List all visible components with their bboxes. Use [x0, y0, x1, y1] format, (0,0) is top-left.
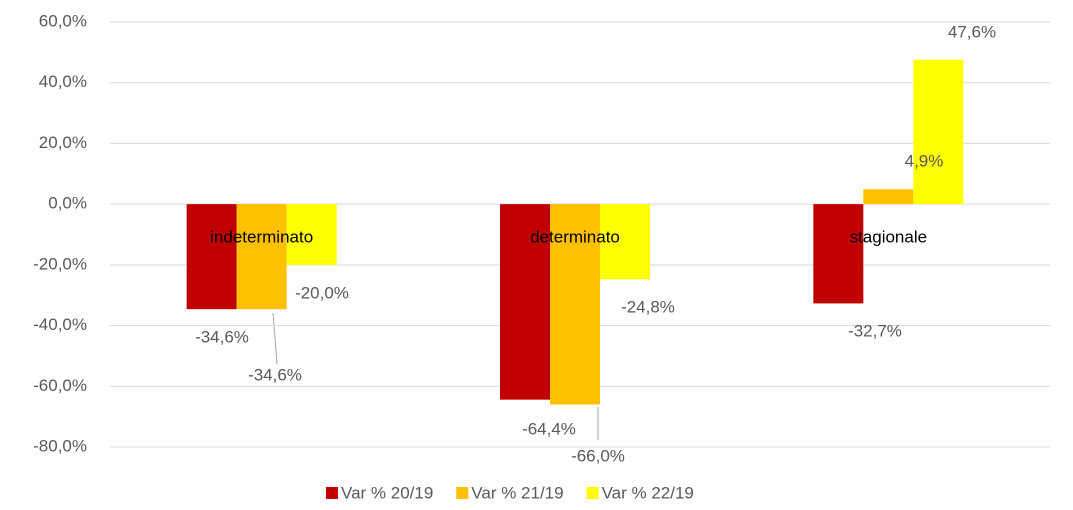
category-label: stagionale — [850, 228, 928, 247]
y-tick-label: 0,0% — [48, 194, 87, 213]
bar — [186, 204, 237, 310]
data-label: -32,7% — [848, 321, 902, 340]
legend-label: Var % 21/19 — [471, 483, 563, 502]
bar — [913, 59, 964, 205]
bar — [863, 189, 914, 205]
bar — [500, 204, 550, 400]
category-label: determinato — [530, 228, 620, 247]
legend-swatch — [456, 487, 469, 499]
legend-label: Var % 22/19 — [602, 483, 694, 502]
y-tick-label: 60,0% — [39, 11, 87, 30]
data-label: -34,6% — [195, 327, 249, 346]
data-label: -20,0% — [295, 283, 349, 302]
y-tick-label: 40,0% — [39, 72, 87, 91]
bar — [813, 204, 864, 304]
legend-swatch — [586, 487, 599, 499]
data-label: -34,6% — [248, 365, 302, 384]
data-label: 47,6% — [948, 22, 996, 41]
bar — [600, 204, 650, 280]
leader-line — [272, 312, 278, 365]
y-tick-label: -40,0% — [33, 315, 87, 334]
legend: Var % 20/19 Var % 21/19 Var % 22/19 — [326, 483, 694, 502]
bar — [550, 204, 600, 405]
bar — [286, 204, 337, 265]
y-tick-label: -60,0% — [33, 376, 87, 395]
category-label: indeterminato — [210, 228, 313, 247]
legend-swatch — [326, 487, 338, 499]
y-tick-label: -20,0% — [33, 254, 87, 273]
data-label: 4,9% — [905, 151, 944, 170]
y-tick-label: -80,0% — [33, 436, 87, 455]
data-label: -24,8% — [621, 297, 675, 316]
y-tick-label: 20,0% — [39, 133, 87, 152]
data-label: -64,4% — [522, 419, 576, 438]
data-label: -66,0% — [571, 446, 625, 465]
bar — [236, 204, 287, 310]
legend-label: Var % 20/19 — [341, 483, 433, 502]
